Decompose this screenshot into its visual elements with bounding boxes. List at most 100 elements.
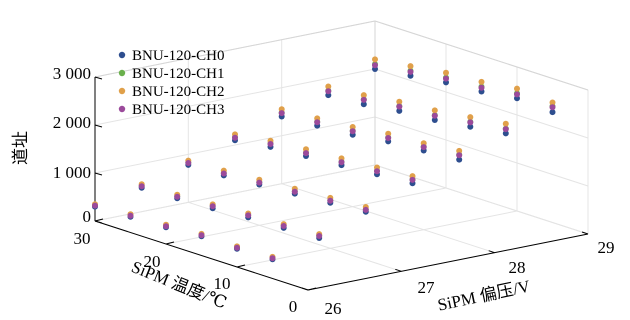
data-point-ch2-t4-b5 <box>360 92 367 99</box>
y-tick-label-20: 20 <box>144 252 161 271</box>
data-point-ch3-t0-b1 <box>316 233 323 239</box>
x-tick-label-28: 28 <box>509 258 526 277</box>
data-point-ch3-t5-b1 <box>138 183 145 190</box>
data-point-ch2-t3-b5 <box>396 98 403 105</box>
data-point-ch3-t3-b2 <box>256 179 263 186</box>
data-point-ch3-t2-b4 <box>385 135 392 141</box>
legend-label-ch2: BNU-120-CH2 <box>132 84 225 100</box>
grid-line-z-back-1 <box>94 116 376 174</box>
x-tick-label-26: 26 <box>325 299 342 318</box>
z-tick-mark-2 <box>94 124 103 128</box>
y-tick-label-0: 0 <box>289 297 298 316</box>
data-point-ch3-t4-b1 <box>174 193 181 200</box>
data-point-ch3-t3-b0 <box>163 223 169 230</box>
data-point-ch3-t1-b5 <box>467 119 474 126</box>
x-tick-mark-2 <box>488 250 495 254</box>
y-tick-label-10: 10 <box>214 274 231 293</box>
data-point-ch3-t2-b5 <box>431 112 438 119</box>
legend-label-ch0: BNU-120-CH0 <box>132 48 225 64</box>
grid-line-y-floor-2 <box>165 187 447 245</box>
z-tick-label-3: 3 000 <box>53 64 91 83</box>
y-tick-mark-2 <box>165 241 175 245</box>
data-point-ch2-t1-b6 <box>514 85 520 92</box>
legend-label-ch3: BNU-120-CH3 <box>132 102 225 118</box>
data-point-ch3-t2-b1 <box>245 212 252 219</box>
data-point-ch3-t3-b5 <box>396 103 403 110</box>
y-tick-mark-3 <box>94 218 104 222</box>
legend-marker-ch1 <box>118 69 126 77</box>
data-point-ch3-t0-b0 <box>269 255 276 262</box>
x-axis-title: SiPM 偏压/V <box>436 276 533 314</box>
data-point-ch3-t4-b3 <box>267 141 274 147</box>
data-point-ch3-t5-b2 <box>185 160 192 166</box>
data-point-ch3-t5-b3 <box>232 134 238 141</box>
data-point-ch0-t1-b5 <box>467 123 474 130</box>
x-tick-mark-3 <box>581 231 589 235</box>
data-point-ch3-t5-b5 <box>325 88 332 95</box>
data-point-ch3-t3-b3 <box>303 150 309 157</box>
data-point-ch3-t5-b0 <box>92 202 98 209</box>
grid-line-z-side-1 <box>374 116 589 187</box>
y-tick-mark-0 <box>307 287 317 291</box>
data-point-ch2-t1-b5 <box>467 114 474 121</box>
data-point-ch2-t2-b4 <box>385 130 392 137</box>
grid-line-x-floor-2 <box>281 183 495 254</box>
data-point-ch3-t1-b1 <box>280 223 287 229</box>
data-point-ch3-t3-b4 <box>349 128 356 135</box>
data-point-ch3-t4-b5 <box>360 96 367 103</box>
x-tick-mark-0 <box>301 287 309 291</box>
data-point-ch3-t1-b2 <box>327 197 334 204</box>
data-point-ch3-t3-b6 <box>443 75 449 82</box>
z-tick-mark-3 <box>94 76 103 80</box>
x-tick-label-27: 27 <box>418 278 436 297</box>
data-point-ch2-t0-b4 <box>456 147 463 154</box>
y-tick-mark-1 <box>236 264 246 268</box>
legend-marker-ch3 <box>118 105 126 113</box>
data-point-ch2-t3-b6 <box>443 69 449 76</box>
z-axis-title: 道址 <box>11 131 30 165</box>
data-point-ch2-t5-b6 <box>372 56 378 63</box>
legend-marker-ch0 <box>118 51 126 59</box>
data-point-ch2-t5-b5 <box>325 83 332 90</box>
data-point-ch3-t2-b0 <box>198 232 205 239</box>
data-point-ch3-t5-b6 <box>372 62 378 69</box>
z-tick-mark-1 <box>94 172 103 176</box>
legend-marker-ch2 <box>118 87 126 95</box>
data-point-ch0-t0-b5 <box>502 130 509 137</box>
data-point-ch0-t0-b4 <box>456 156 463 163</box>
data-point-ch3-t2-b2 <box>291 188 298 195</box>
data-point-ch3-t0-b5 <box>502 126 509 133</box>
z-tick-label-1: 1 000 <box>53 163 91 182</box>
labels-layer: 0 1 000 2 000 3 000 30 20 10 0 26 27 28 … <box>11 64 615 318</box>
data-point-ch3-t2-b6 <box>478 84 485 91</box>
data-point-ch3-t0-b2 <box>362 206 369 213</box>
y-axis-line <box>94 220 309 291</box>
data-point-ch0-t0-b6 <box>549 109 556 116</box>
box-edge-top-back <box>94 20 376 78</box>
data-point-ch3-t0-b6 <box>549 104 556 111</box>
data-point-ch3-t1-b4 <box>420 144 427 151</box>
data-point-ch2-t0-b5 <box>502 120 509 127</box>
points-layer <box>92 56 556 263</box>
data-point-ch3-t4-b6 <box>407 68 414 75</box>
data-point-ch3-t4-b2 <box>220 170 227 177</box>
grid-line-y-floor-1 <box>236 210 518 268</box>
data-point-ch3-t4-b4 <box>314 119 321 126</box>
x-tick-label-29: 29 <box>598 238 615 257</box>
data-point-ch2-t3-b4 <box>349 124 356 130</box>
data-point-ch3-t1-b6 <box>514 91 520 98</box>
z-tick-label-0: 0 <box>83 207 92 226</box>
data-point-ch2-t4-b6 <box>407 63 414 70</box>
data-point-ch3-t3-b1 <box>209 203 216 210</box>
data-point-ch3-t1-b0 <box>234 244 240 251</box>
data-point-ch3-t1-b3 <box>374 168 380 175</box>
x-tick-mark-1 <box>395 268 402 272</box>
grid-line-x-floor-1 <box>188 201 402 272</box>
grid-line-z-back-2 <box>94 68 376 126</box>
data-point-ch0-t4-b5 <box>360 101 367 108</box>
x-axis-line <box>307 233 589 291</box>
grid-line-z-side-2 <box>374 68 589 139</box>
data-point-ch3-t0-b3 <box>409 176 416 183</box>
data-point-ch3-t4-b0 <box>127 212 134 219</box>
